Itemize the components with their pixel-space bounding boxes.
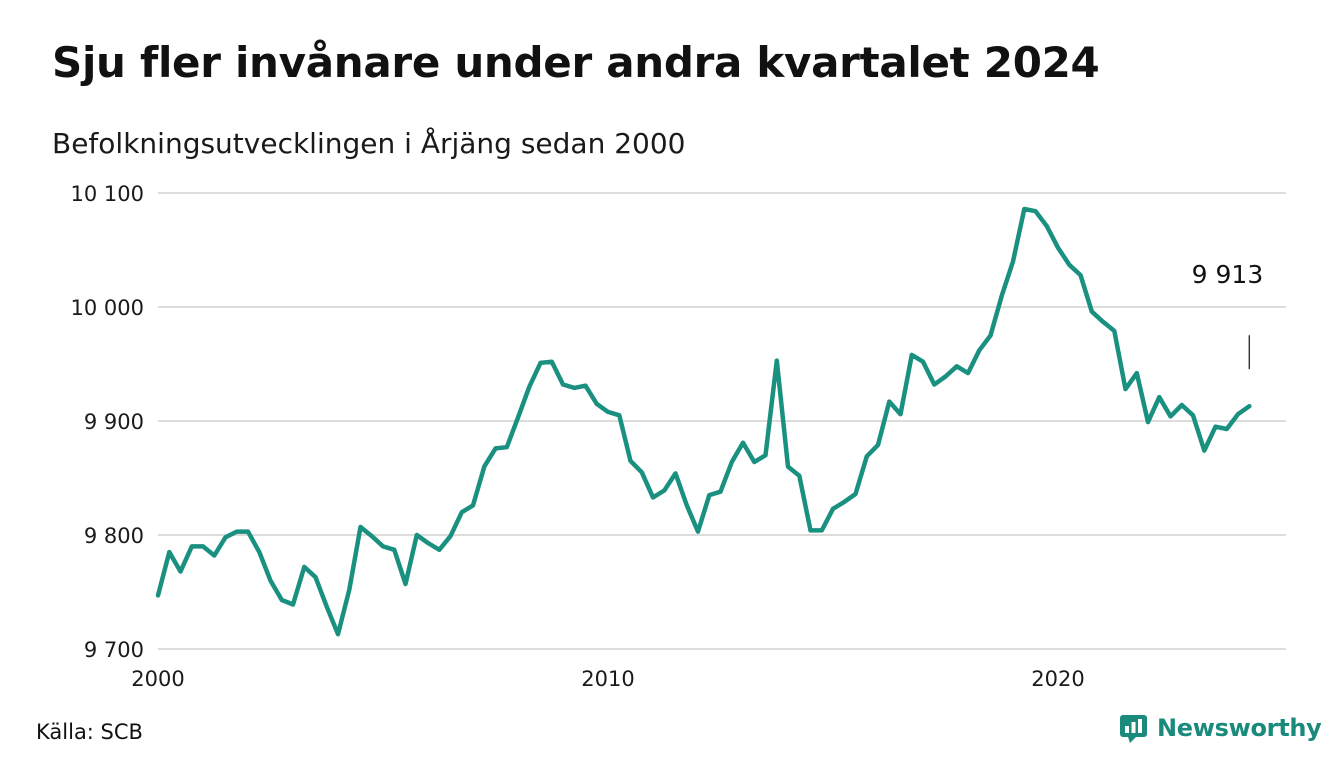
x-axis-tick-labels: 2000 2010 2020 [131, 667, 1084, 691]
brand-logo: Newsworthy [1119, 713, 1322, 743]
x-tick-label: 2000 [131, 667, 184, 691]
gridlines [158, 192, 1286, 650]
brand-name: Newsworthy [1157, 714, 1322, 742]
x-tick-label: 2010 [581, 667, 634, 691]
y-axis-tick-labels: 9 700 9 800 9 900 10 000 10 100 [71, 182, 144, 662]
series-line-0 [155, 206, 1252, 637]
chart-subtitle: Befolkningsutvecklingen i Årjäng sedan 2… [52, 127, 686, 160]
series-layer [155, 206, 1252, 637]
y-tick-label: 10 100 [71, 182, 144, 206]
annotation-layer: 9 913 [1192, 260, 1264, 370]
newsworthy-logo-icon [1120, 715, 1147, 743]
source-note: Källa: SCB [36, 720, 143, 744]
y-tick-label: 10 000 [71, 296, 144, 320]
chart-title: Sju fler invånare under andra kvartalet … [52, 38, 1100, 87]
y-tick-label: 9 900 [84, 410, 144, 434]
y-tick-label: 9 700 [84, 638, 144, 662]
annotation-value-label: 9 913 [1192, 260, 1264, 289]
y-tick-label: 9 800 [84, 524, 144, 548]
x-tick-label: 2020 [1031, 667, 1084, 691]
